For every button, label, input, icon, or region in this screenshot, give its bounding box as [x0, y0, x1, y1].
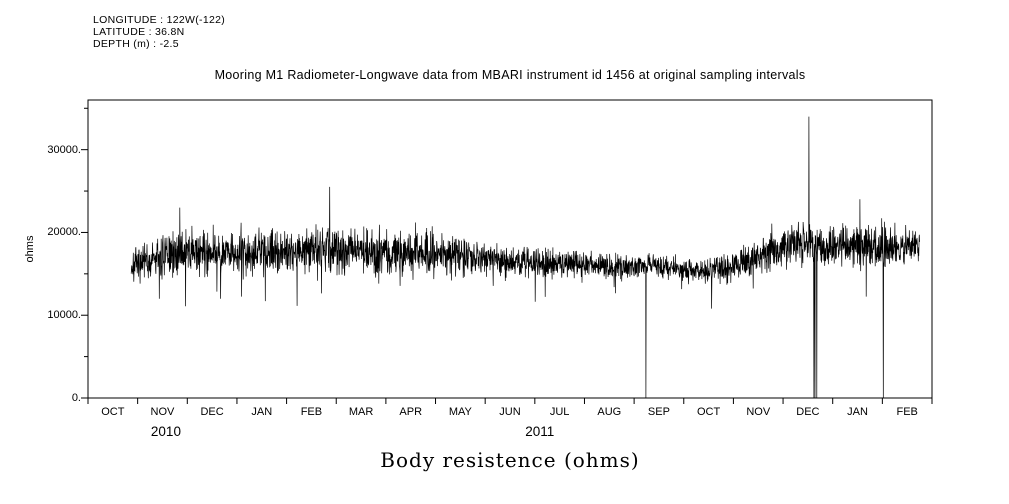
y-tick-label: 10000.	[47, 309, 81, 322]
meta-depth: DEPTH (m) : -2.5	[93, 38, 179, 50]
x-tick-label-month: OCT	[696, 406, 721, 418]
x-tick-label-month: JAN	[251, 406, 273, 418]
y-tick-label: 30000.	[47, 143, 81, 156]
x-tick-label-month: JAN	[847, 406, 868, 418]
x-year-label: 2011	[525, 424, 555, 439]
x-year-label: 2010	[150, 424, 181, 439]
x-tick-label-month: DEC	[796, 406, 820, 418]
plot-frame	[87, 99, 933, 399]
x-tick-label-month: MAY	[448, 406, 472, 418]
x-tick-label-month: NOV	[746, 406, 771, 418]
x-tick-label-month: JUN	[499, 406, 521, 418]
x-tick-label-month: APR	[399, 406, 423, 418]
header-metadata: LONGITUDE : 122W(-122) LATITUDE : 36.8N …	[93, 14, 225, 50]
x-axis-caption: Body resistence (ohms)	[380, 448, 640, 472]
y-tick-label: 0.	[71, 392, 81, 404]
y-tick-label: 20000.	[47, 226, 81, 239]
x-tick-label-month: FEB	[300, 406, 323, 418]
x-tick-label-month: MAR	[348, 406, 374, 418]
meta-longitude: LONGITUDE : 122W(-122)	[93, 14, 226, 26]
meta-latitude: LATITUDE : 36.8N	[93, 26, 185, 38]
data-series	[130, 116, 920, 399]
x-tick-label-month: FEB	[896, 406, 918, 418]
x-tick-label-month: OCT	[101, 406, 125, 418]
x-tick-label-month: AUG	[597, 406, 622, 418]
x-tick-label-month: DEC	[200, 406, 224, 418]
x-tick-label-month: NOV	[150, 406, 175, 418]
x-tick-label-month: JUL	[549, 406, 570, 418]
x-tick-label-month: SEP	[647, 406, 670, 418]
chart-title: Mooring M1 Radiometer-Longwave data from…	[214, 68, 806, 82]
